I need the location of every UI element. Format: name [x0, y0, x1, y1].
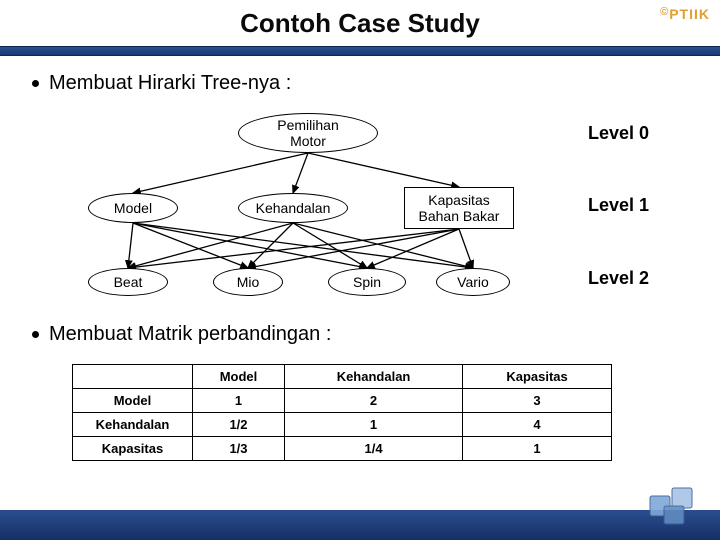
bullet-1: Membuat Hirarki Tree-nya : [28, 72, 692, 95]
matrix-header: Model [193, 365, 285, 389]
bullet-2-text: Membuat Matrik perbandingan : [49, 323, 331, 345]
matrix-header: Kapasitas [463, 365, 612, 389]
bullet-dot-icon [32, 80, 39, 87]
logo-text: ©PTIIK [660, 6, 710, 22]
matrix-cell: 2 [284, 389, 462, 413]
bullet-dot-icon [32, 331, 39, 338]
table-row: Kapasitas1/31/41 [73, 437, 612, 461]
hierarchy-tree: Pemilihan Motor Model Kehandalan Kapasitas … [28, 113, 692, 313]
puzzle-icon [644, 478, 704, 528]
matrix-header [73, 365, 193, 389]
title-underline [0, 46, 720, 56]
tree-l2-node-0: Beat [88, 268, 168, 296]
tree-l1-node-2: Kapasitas Bahan Bakar [404, 187, 514, 229]
matrix-cell: 1 [463, 437, 612, 461]
tree-l1-node-1: Kehandalan [238, 193, 348, 223]
bullet-1-text: Membuat Hirarki Tree-nya : [49, 72, 291, 94]
table-row: Model123 [73, 389, 612, 413]
comparison-matrix: ModelKehandalanKapasitas Model123Kehanda… [72, 364, 612, 461]
matrix-row-header: Kapasitas [73, 437, 193, 461]
matrix-cell: 3 [463, 389, 612, 413]
tree-root-node: Pemilihan Motor [238, 113, 378, 153]
matrix-cell: 1/3 [193, 437, 285, 461]
bullet-2: Membuat Matrik perbandingan : [28, 323, 692, 346]
level-2-label: Level 2 [588, 268, 649, 289]
footer-bar [0, 510, 720, 540]
matrix-cell: 1/2 [193, 413, 285, 437]
matrix-cell: 1 [193, 389, 285, 413]
tree-l2-node-3: Vario [436, 268, 510, 296]
matrix-cell: 1 [284, 413, 462, 437]
matrix-row-header: Model [73, 389, 193, 413]
title-bar: Contoh Case Study ©PTIIK [0, 0, 720, 56]
matrix-table: ModelKehandalanKapasitas Model123Kehanda… [72, 364, 612, 461]
matrix-row-header: Kehandalan [73, 413, 193, 437]
content-area: Membuat Hirarki Tree-nya : Pemilihan Mot… [0, 56, 720, 500]
page-title: Contoh Case Study [0, 8, 720, 39]
matrix-cell: 4 [463, 413, 612, 437]
table-row: Kehandalan1/214 [73, 413, 612, 437]
level-0-label: Level 0 [588, 123, 649, 144]
tree-l2-node-2: Spin [328, 268, 406, 296]
tree-l2-node-1: Mio [213, 268, 283, 296]
tree-l1-node-0: Model [88, 193, 178, 223]
matrix-header: Kehandalan [284, 365, 462, 389]
matrix-cell: 1/4 [284, 437, 462, 461]
level-1-label: Level 1 [588, 195, 649, 216]
